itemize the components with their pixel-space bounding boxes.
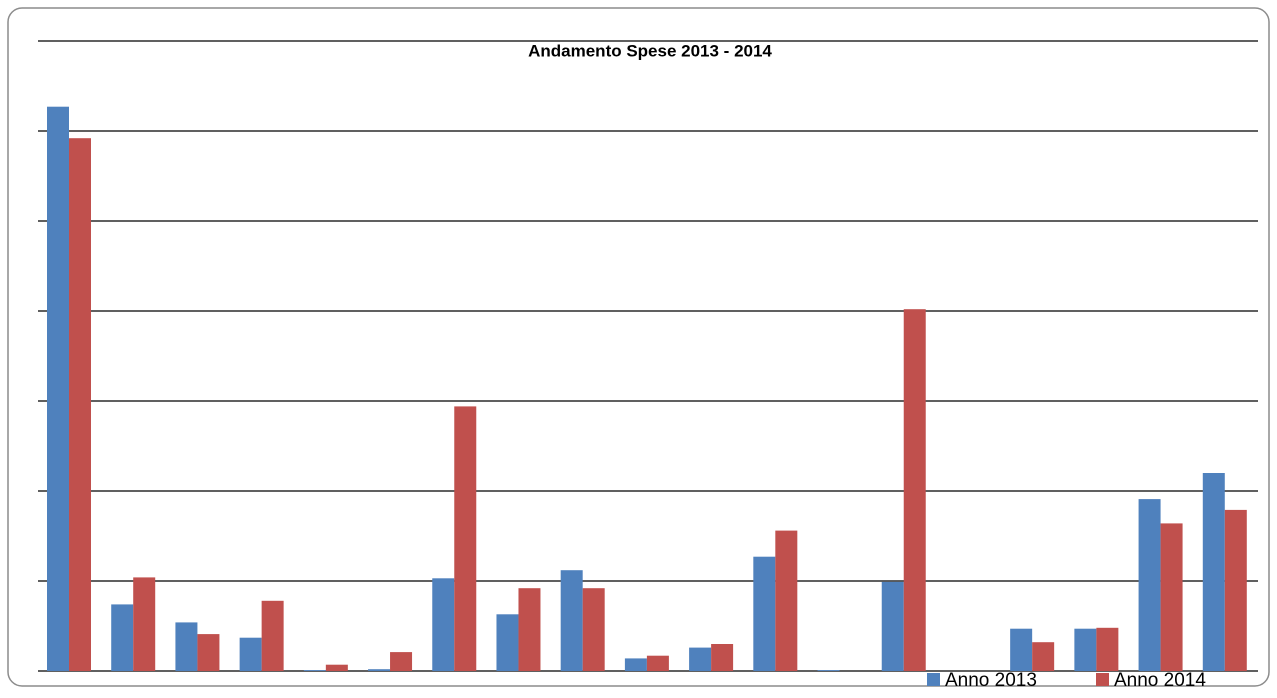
bar [432, 578, 455, 671]
bar [624, 658, 647, 671]
chart-frame [7, 7, 1270, 687]
bar [518, 588, 541, 671]
bar [175, 622, 198, 671]
bar [689, 647, 712, 671]
bar [817, 670, 840, 671]
bar [261, 600, 284, 671]
bar [711, 644, 734, 671]
legend-label: Anno 2013 [945, 670, 1037, 691]
bar [881, 581, 904, 671]
chart-title: Andamento Spese 2013 - 2014 [528, 41, 772, 60]
bars [47, 106, 1247, 671]
bar [1074, 628, 1097, 671]
bar [325, 664, 348, 671]
bar [903, 309, 926, 671]
legend: Anno 2013 Anno 2014 [927, 670, 1206, 691]
bar [239, 637, 262, 671]
bar [390, 652, 413, 671]
bar [1010, 628, 1033, 671]
bar [646, 655, 669, 671]
bar [1032, 642, 1055, 671]
legend-swatch [1096, 673, 1109, 686]
bar [454, 406, 477, 671]
legend-swatch [927, 673, 940, 686]
bar [775, 530, 798, 671]
bar [1138, 499, 1161, 671]
bar [560, 570, 583, 671]
bar [753, 556, 776, 671]
legend-label: Anno 2014 [1114, 670, 1206, 691]
grid [38, 40, 1258, 672]
bar [496, 614, 519, 671]
bar [582, 588, 605, 671]
bar [197, 634, 220, 671]
bar [1202, 473, 1225, 671]
bar [133, 577, 156, 671]
bar [368, 669, 391, 671]
bar [1096, 627, 1119, 671]
bar [111, 604, 134, 671]
bar [47, 106, 69, 671]
bar [69, 138, 91, 671]
bar [1160, 523, 1183, 671]
bar [303, 670, 326, 671]
bar [1224, 509, 1247, 671]
